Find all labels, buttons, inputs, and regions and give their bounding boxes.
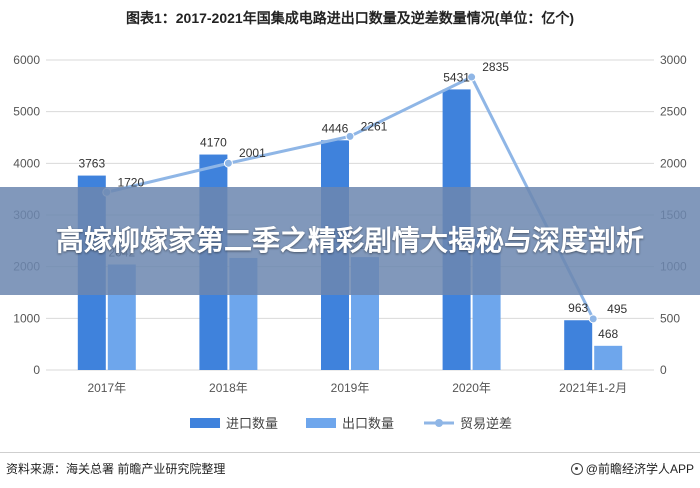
legend-marker [435,419,443,427]
source-note: 资料来源：海关总署 前瞻产业研究院整理 [6,462,226,476]
right-tick-label: 500 [660,311,680,325]
right-tick-label: 0 [660,363,667,377]
bar-import [564,320,593,370]
data-label: 1720 [117,175,144,189]
deficit-point [345,131,355,141]
bar-export [594,345,623,370]
legend-swatch [190,418,220,428]
x-tick-label: 2017年 [87,381,126,395]
data-label: 2261 [361,119,388,133]
data-label: 963 [568,301,588,315]
data-label: 5431 [443,70,470,84]
footer-divider [0,452,700,453]
chart-title: 图表1：2017-2021年国集成电路进出口数量及逆差数量情况(单位：亿个) [125,10,575,26]
data-label: 495 [607,302,627,316]
data-label: 2835 [482,60,509,74]
deficit-point [588,314,598,324]
right-tick-label: 3000 [660,53,687,67]
deficit-point [223,158,233,168]
brand-credit: @前瞻经济学人APP [570,460,694,477]
x-tick-label: 2019年 [331,381,370,395]
axis-layer: 0100020003000400050006000050010001500200… [13,53,687,395]
data-label: 3763 [78,157,105,171]
eye-icon [570,462,583,475]
right-tick-label: 2500 [660,105,687,119]
left-tick-label: 5000 [13,105,40,119]
headline-text: 高嫁柳嫁家第二季之精彩剧情大揭秘与深度剖析 [55,225,644,256]
legend-swatch [306,418,336,428]
legend-label: 贸易逆差 [460,416,512,431]
left-tick-label: 1000 [13,311,40,325]
data-label: 4170 [200,136,227,150]
x-tick-label: 2021年1-2月 [559,381,627,395]
right-tick-label: 2000 [660,156,687,170]
data-label: 2001 [239,146,266,160]
x-tick-label: 2020年 [452,381,491,395]
data-label: 4446 [322,121,349,135]
left-tick-label: 0 [33,363,40,377]
legend-label: 出口数量 [342,416,394,431]
data-label: 468 [598,327,618,341]
left-tick-label: 6000 [13,53,40,67]
legend-label: 进口数量 [226,416,278,431]
headline-banner: 高嫁柳嫁家第二季之精彩剧情大揭秘与深度剖析 [0,187,700,295]
legend: 进口数量 出口数量 贸易逆差 [190,416,512,431]
left-tick-label: 4000 [13,156,40,170]
brand-text: @前瞻经济学人APP [585,462,694,476]
deficit-point [467,72,477,82]
x-tick-label: 2018年 [209,381,248,395]
